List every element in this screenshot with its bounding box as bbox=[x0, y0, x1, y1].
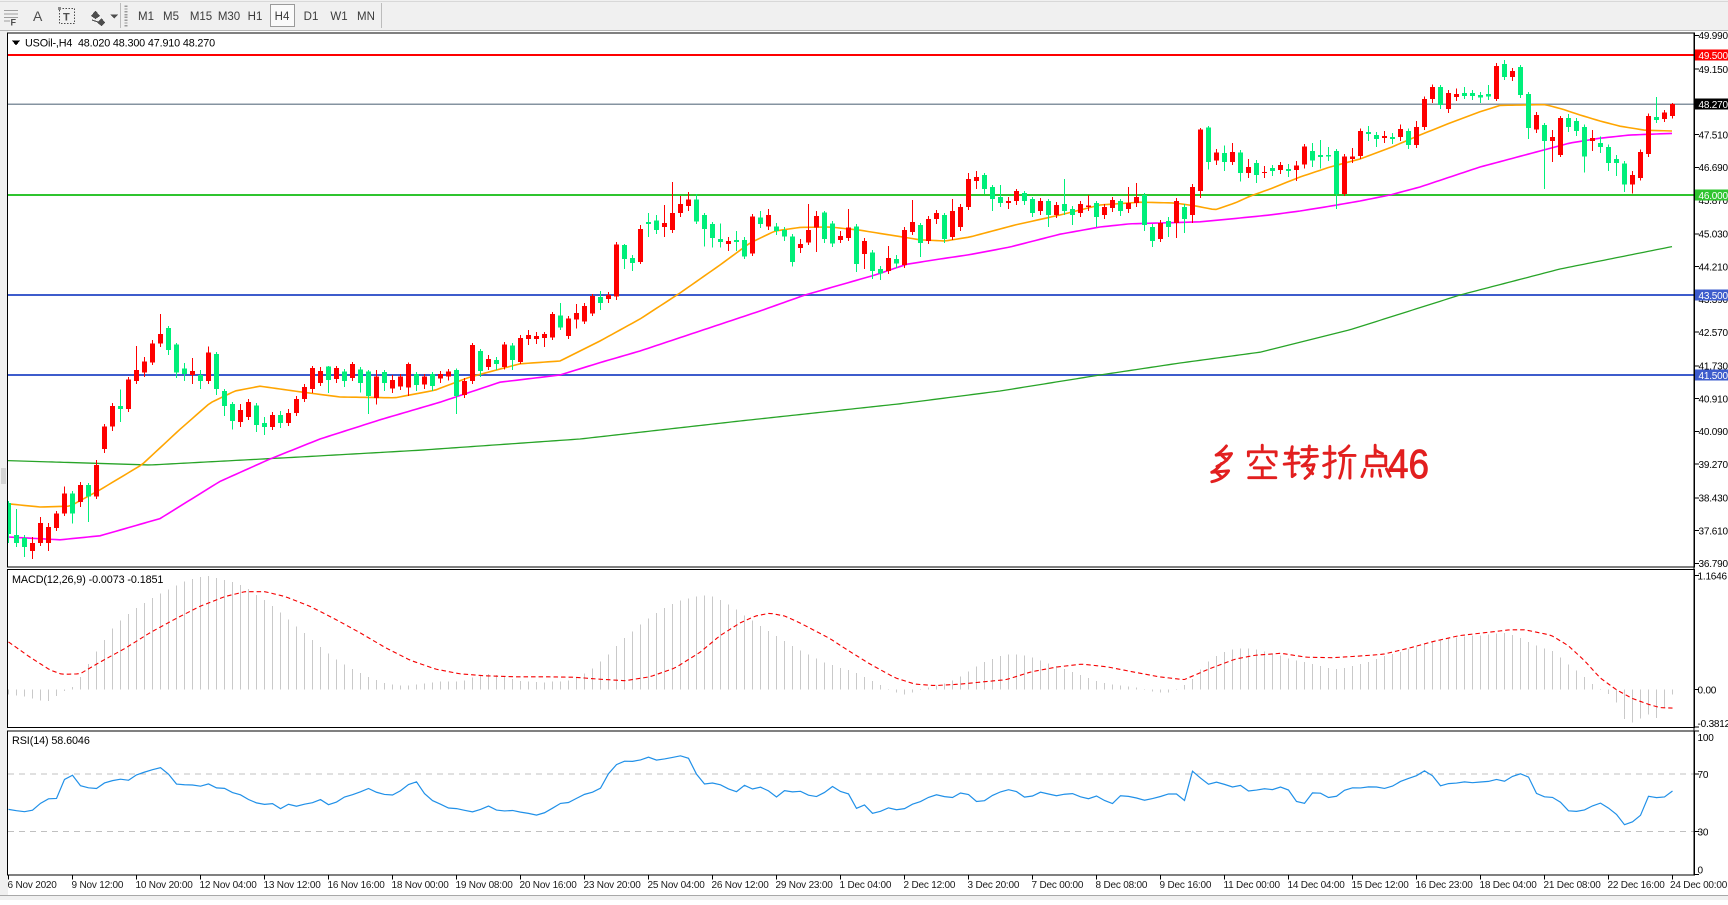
svg-text:1.1646: 1.1646 bbox=[1698, 572, 1728, 583]
svg-text:23 Nov 20:00: 23 Nov 20:00 bbox=[584, 880, 642, 891]
svg-text:45.030: 45.030 bbox=[1699, 230, 1728, 241]
svg-text:41.500: 41.500 bbox=[1699, 371, 1728, 382]
svg-text:T: T bbox=[63, 12, 70, 24]
svg-text:F: F bbox=[11, 18, 17, 28]
svg-text:10 Nov 20:00: 10 Nov 20:00 bbox=[136, 880, 194, 891]
svg-text:D1: D1 bbox=[304, 11, 319, 23]
svg-text:11 Dec 00:00: 11 Dec 00:00 bbox=[1224, 880, 1281, 891]
svg-text:16 Nov 16:00: 16 Nov 16:00 bbox=[328, 880, 386, 891]
svg-text:43.500: 43.500 bbox=[1699, 291, 1728, 302]
svg-text:M5: M5 bbox=[163, 11, 179, 23]
svg-text:47.510: 47.510 bbox=[1699, 130, 1728, 141]
svg-text:M15: M15 bbox=[190, 11, 212, 23]
svg-text:18 Dec 04:00: 18 Dec 04:00 bbox=[1480, 880, 1538, 891]
svg-text:46.690: 46.690 bbox=[1699, 163, 1728, 174]
svg-text:25 Nov 04:00: 25 Nov 04:00 bbox=[648, 880, 706, 891]
svg-text:100: 100 bbox=[1698, 733, 1715, 744]
svg-text:6 Nov 2020: 6 Nov 2020 bbox=[8, 880, 58, 891]
svg-text:7 Dec 00:00: 7 Dec 00:00 bbox=[1032, 880, 1084, 891]
svg-text:14 Dec 04:00: 14 Dec 04:00 bbox=[1288, 880, 1346, 891]
svg-text:W1: W1 bbox=[330, 11, 347, 23]
svg-text:44.210: 44.210 bbox=[1699, 262, 1728, 273]
svg-text:9 Nov 12:00: 9 Nov 12:00 bbox=[72, 880, 124, 891]
svg-text:-0.3812: -0.3812 bbox=[1698, 719, 1728, 730]
svg-text:70: 70 bbox=[1698, 770, 1709, 781]
svg-text:0: 0 bbox=[1698, 865, 1704, 876]
svg-text:3 Dec 20:00: 3 Dec 20:00 bbox=[968, 880, 1020, 891]
svg-text:18 Nov 00:00: 18 Nov 00:00 bbox=[392, 880, 450, 891]
svg-text:49.150: 49.150 bbox=[1699, 65, 1728, 76]
svg-text:49.990: 49.990 bbox=[1699, 31, 1728, 42]
svg-text:37.610: 37.610 bbox=[1699, 526, 1728, 537]
svg-text:22 Dec 16:00: 22 Dec 16:00 bbox=[1608, 880, 1666, 891]
svg-text:USOil-,H4 48.020 48.300 47.91: USOil-,H4 48.020 48.300 47.910 48.270 bbox=[25, 38, 215, 50]
svg-text:2 Dec 12:00: 2 Dec 12:00 bbox=[904, 880, 956, 891]
svg-text:9 Dec 16:00: 9 Dec 16:00 bbox=[1160, 880, 1212, 891]
svg-text:RSI(14) 58.6046: RSI(14) 58.6046 bbox=[12, 735, 90, 747]
svg-text:38.430: 38.430 bbox=[1699, 494, 1728, 505]
svg-text:19 Nov 08:00: 19 Nov 08:00 bbox=[456, 880, 514, 891]
svg-text:MACD(12,26,9) -0.0073 -0.1851: MACD(12,26,9) -0.0073 -0.1851 bbox=[12, 574, 163, 586]
svg-text:30: 30 bbox=[1698, 827, 1709, 838]
svg-text:40.090: 40.090 bbox=[1699, 427, 1728, 438]
svg-text:46: 46 bbox=[1388, 441, 1429, 487]
svg-text:H4: H4 bbox=[275, 11, 290, 23]
svg-text:48.270: 48.270 bbox=[1699, 100, 1728, 111]
svg-text:40.910: 40.910 bbox=[1699, 394, 1728, 405]
svg-text:20 Nov 16:00: 20 Nov 16:00 bbox=[520, 880, 578, 891]
svg-text:1 Dec 04:00: 1 Dec 04:00 bbox=[840, 880, 892, 891]
svg-text:24 Dec 00:00: 24 Dec 00:00 bbox=[1670, 880, 1728, 891]
svg-text:A: A bbox=[33, 8, 43, 24]
svg-text:21 Dec 08:00: 21 Dec 08:00 bbox=[1544, 880, 1602, 891]
svg-text:26 Nov 12:00: 26 Nov 12:00 bbox=[712, 880, 770, 891]
svg-text:H1: H1 bbox=[248, 11, 263, 23]
svg-text:0.00: 0.00 bbox=[1698, 685, 1717, 696]
svg-text:M1: M1 bbox=[138, 11, 154, 23]
svg-text:49.500: 49.500 bbox=[1699, 51, 1728, 62]
svg-text:13 Nov 12:00: 13 Nov 12:00 bbox=[264, 880, 322, 891]
svg-text:36.790: 36.790 bbox=[1699, 559, 1728, 570]
svg-text:39.270: 39.270 bbox=[1699, 460, 1728, 471]
svg-text:16 Dec 23:00: 16 Dec 23:00 bbox=[1416, 880, 1474, 891]
svg-text:M30: M30 bbox=[218, 11, 240, 23]
svg-text:42.570: 42.570 bbox=[1699, 328, 1728, 339]
svg-text:29 Nov 23:00: 29 Nov 23:00 bbox=[776, 880, 834, 891]
svg-text:MN: MN bbox=[357, 11, 375, 23]
svg-text:8 Dec 08:00: 8 Dec 08:00 bbox=[1096, 880, 1148, 891]
svg-text:46.000: 46.000 bbox=[1699, 191, 1728, 202]
svg-text:12 Nov 04:00: 12 Nov 04:00 bbox=[200, 880, 258, 891]
svg-text:15 Dec 12:00: 15 Dec 12:00 bbox=[1352, 880, 1410, 891]
